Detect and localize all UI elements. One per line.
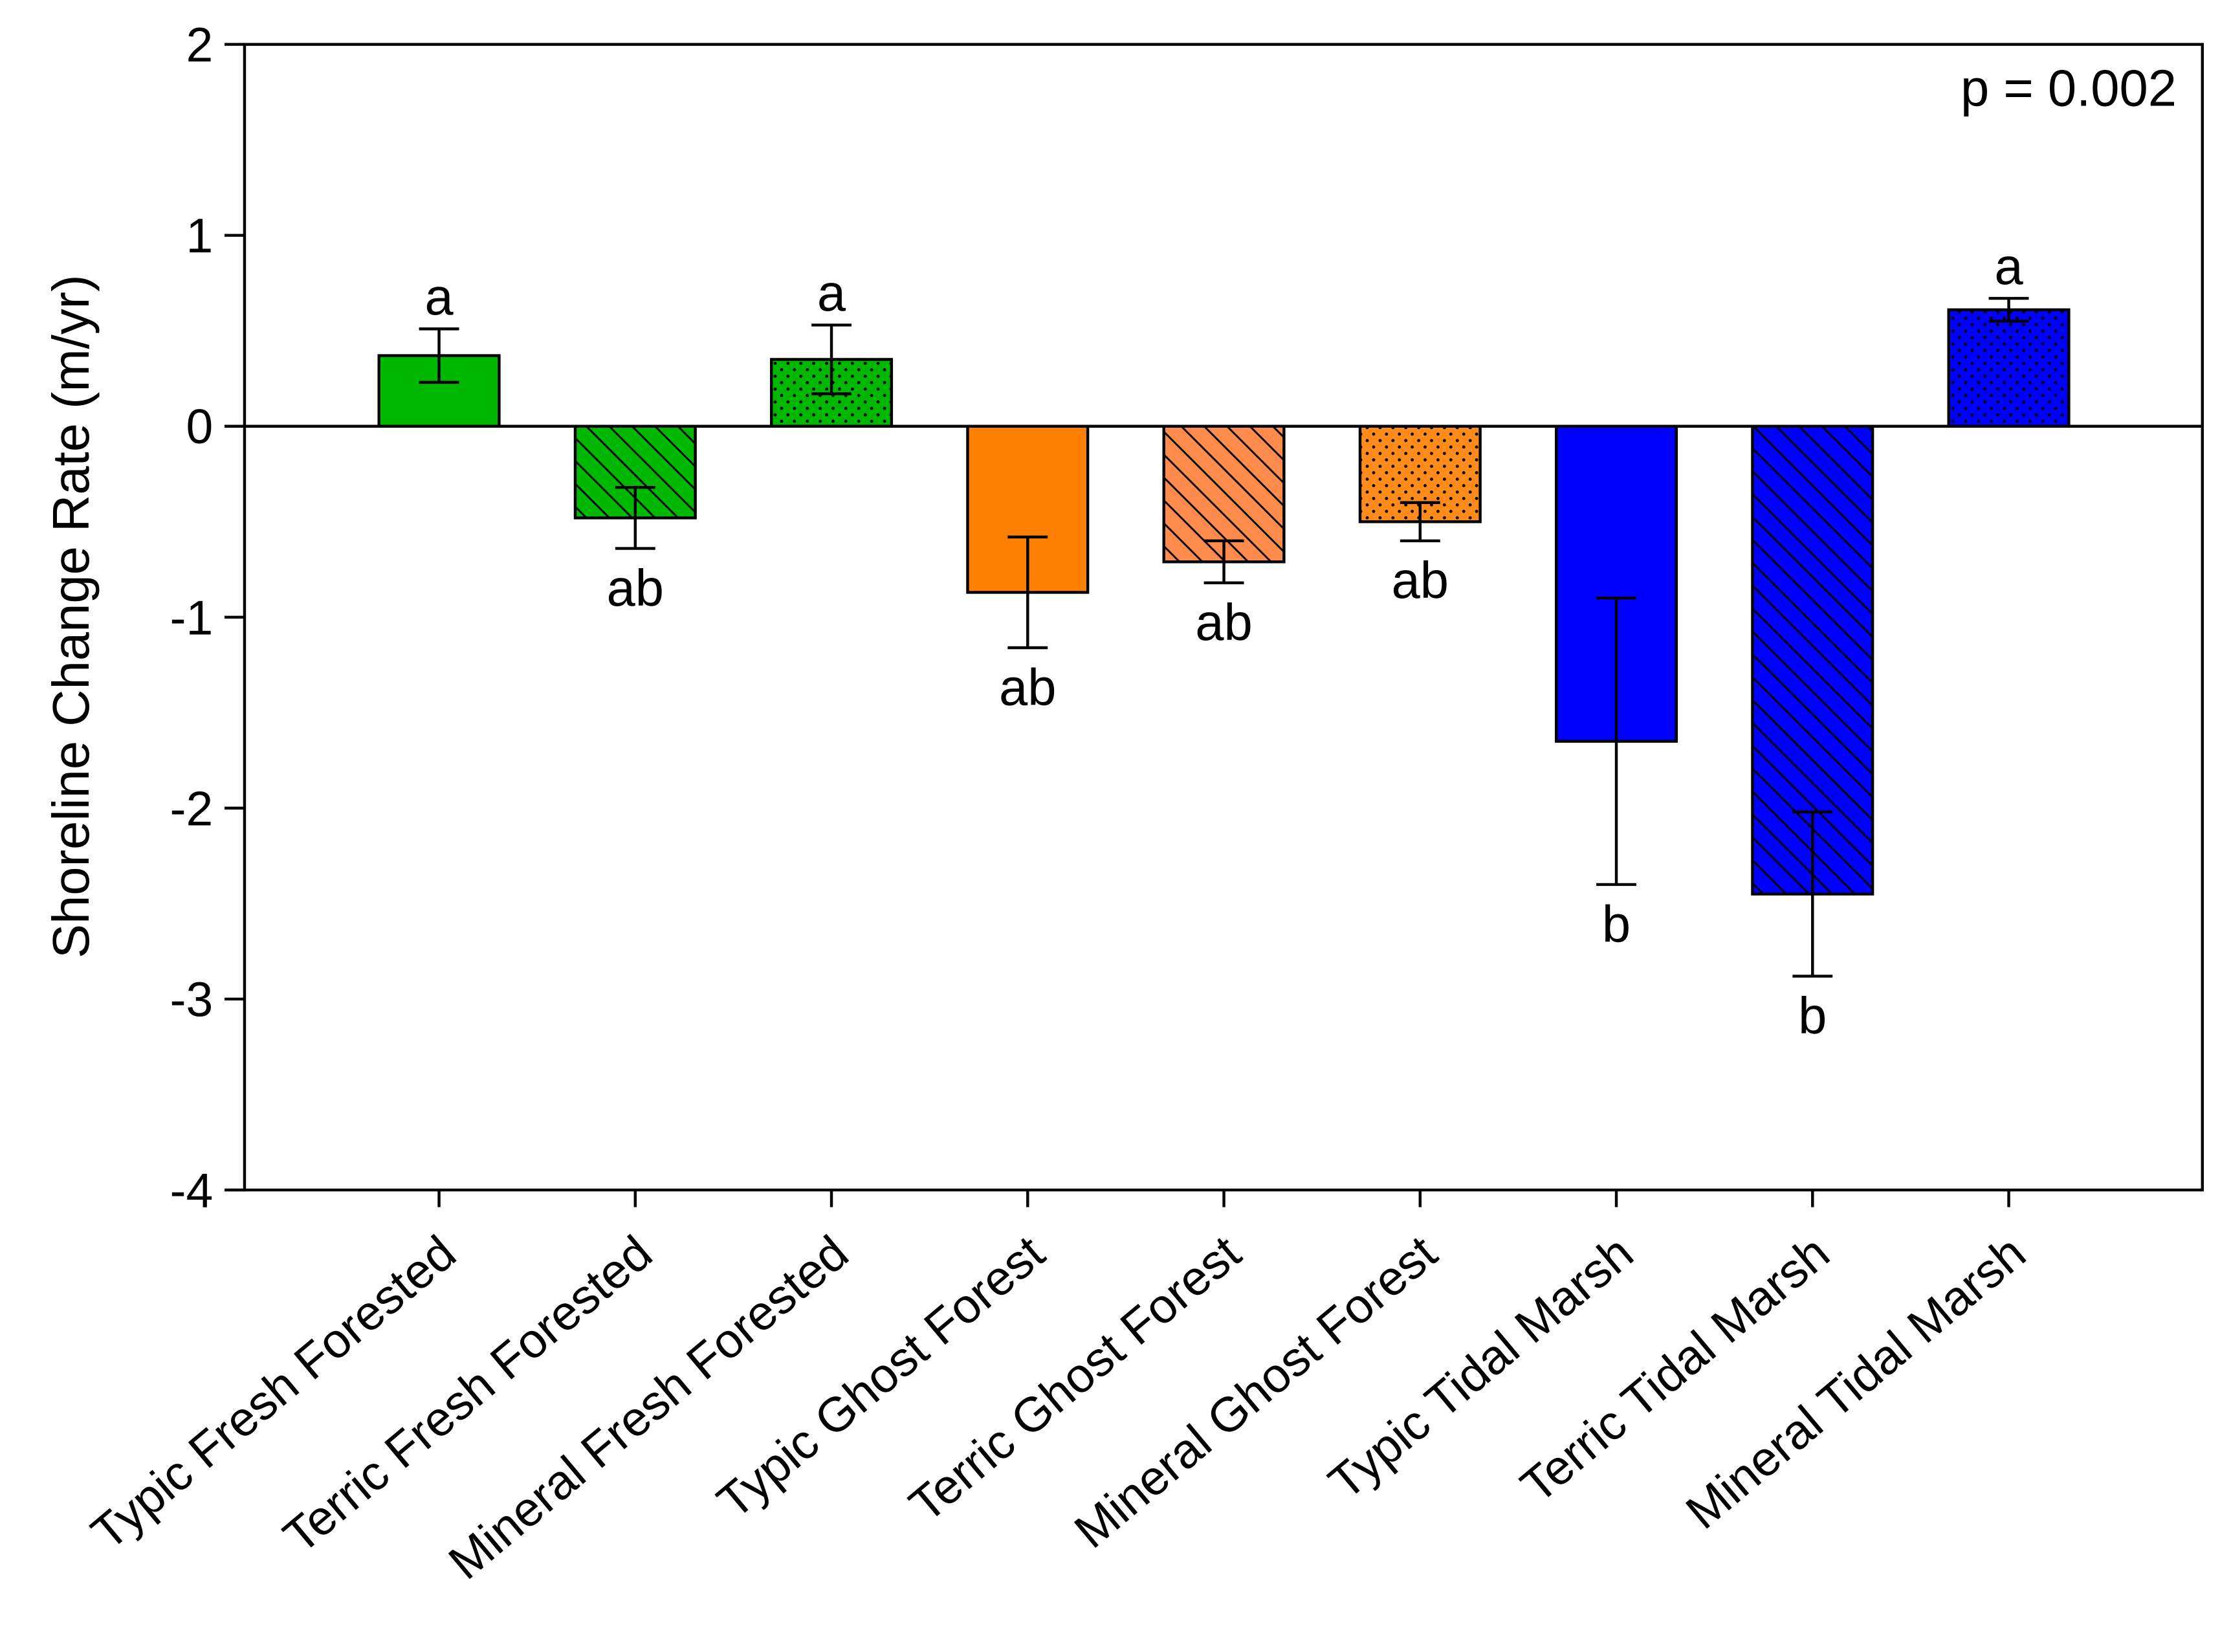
y-tick-label: 2 (186, 17, 214, 72)
y-tick-label: -2 (170, 781, 214, 835)
significance-letter: ab (1195, 593, 1252, 651)
error-bar (1596, 597, 1636, 887)
y-tick-label: 0 (186, 399, 214, 454)
x-tick-label: Typic Fresh Forested (81, 1225, 466, 1560)
y-tick-label: -1 (170, 590, 214, 644)
bar (1947, 308, 2071, 428)
significance-letter: ab (607, 559, 664, 617)
significance-letter: b (1798, 987, 1827, 1044)
significance-letter: ab (999, 658, 1056, 716)
significance-letter: b (1602, 895, 1631, 953)
error-bar (1203, 539, 1244, 584)
x-tick-label: Terric Fresh Forested (273, 1225, 662, 1563)
x-tick-label: Mineral Tidal Marsh (1676, 1225, 2036, 1539)
y-tick-label: -4 (170, 1163, 214, 1218)
annotation: p = 0.002 (1961, 60, 2177, 117)
significance-letter: a (1994, 237, 2023, 295)
significance-letter: a (424, 268, 454, 325)
error-bar (1007, 535, 1048, 650)
error-bar (615, 485, 655, 550)
x-tick-label: Mineral Fresh Forested (438, 1225, 858, 1590)
error-bar (419, 327, 459, 384)
error-bar (811, 324, 852, 395)
error-bar (1400, 501, 1440, 542)
significance-letter: a (817, 264, 846, 322)
y-tick-label: -3 (170, 972, 214, 1026)
x-tick-label: Typic Ghost Forest (707, 1225, 1055, 1529)
x-tick-label: Mineral Ghost Forest (1064, 1225, 1447, 1558)
error-bar (1988, 296, 2029, 323)
y-tick-label: 1 (186, 208, 214, 263)
y-axis-label: Shoreline Change Rate (m/yr) (42, 274, 100, 958)
significance-letter: ab (1392, 551, 1449, 609)
error-bar (1792, 810, 1833, 978)
x-tick-label: Terric Ghost Forest (899, 1225, 1250, 1532)
